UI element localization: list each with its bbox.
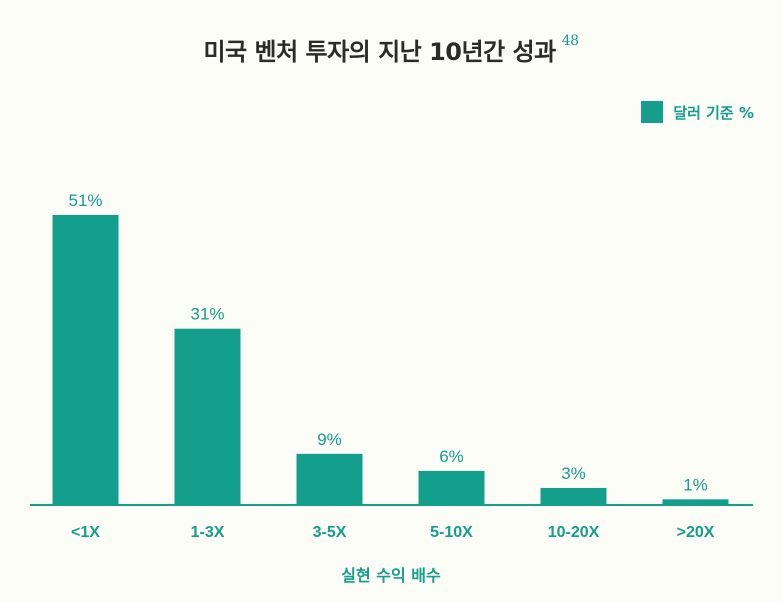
- bar-0: [52, 215, 119, 505]
- bar-1: [174, 328, 241, 505]
- x-axis-label: 실현 수익 배수: [341, 566, 441, 585]
- x-tick-label-0: <1X: [71, 524, 100, 541]
- bar-5: [662, 499, 729, 505]
- data-label-3: 6%: [439, 447, 464, 466]
- data-label-0: 51%: [68, 191, 102, 210]
- x-tick-label-2: 3-5X: [313, 524, 347, 541]
- x-tick-label-3: 5-10X: [430, 524, 473, 541]
- bar-2: [296, 453, 363, 505]
- chart-title-text: 미국 벤처 투자의 지난 10년간 성과: [203, 38, 556, 66]
- chart-title: 미국 벤처 투자의 지난 10년간 성과 48: [0, 32, 782, 67]
- footnote-marker: 48: [561, 33, 579, 49]
- bar-4: [540, 487, 607, 505]
- legend: 달러 기준 %: [641, 101, 754, 123]
- bar-3: [418, 470, 485, 505]
- data-label-5: 1%: [683, 475, 708, 494]
- bars-group: 51% <1X 31% 1-3X 9% 3-5X 6% 5-10X 3% 10-20X 1% >20X: [52, 191, 729, 541]
- legend-label: 달러 기준 %: [673, 103, 754, 122]
- x-tick-label-5: >20X: [677, 524, 715, 541]
- data-label-2: 9%: [317, 430, 342, 449]
- x-tick-label-4: 10-20X: [548, 524, 600, 541]
- data-label-4: 3%: [561, 464, 586, 483]
- x-tick-label-1: 1-3X: [191, 524, 225, 541]
- data-label-1: 31%: [190, 305, 224, 324]
- legend-swatch: [641, 101, 664, 123]
